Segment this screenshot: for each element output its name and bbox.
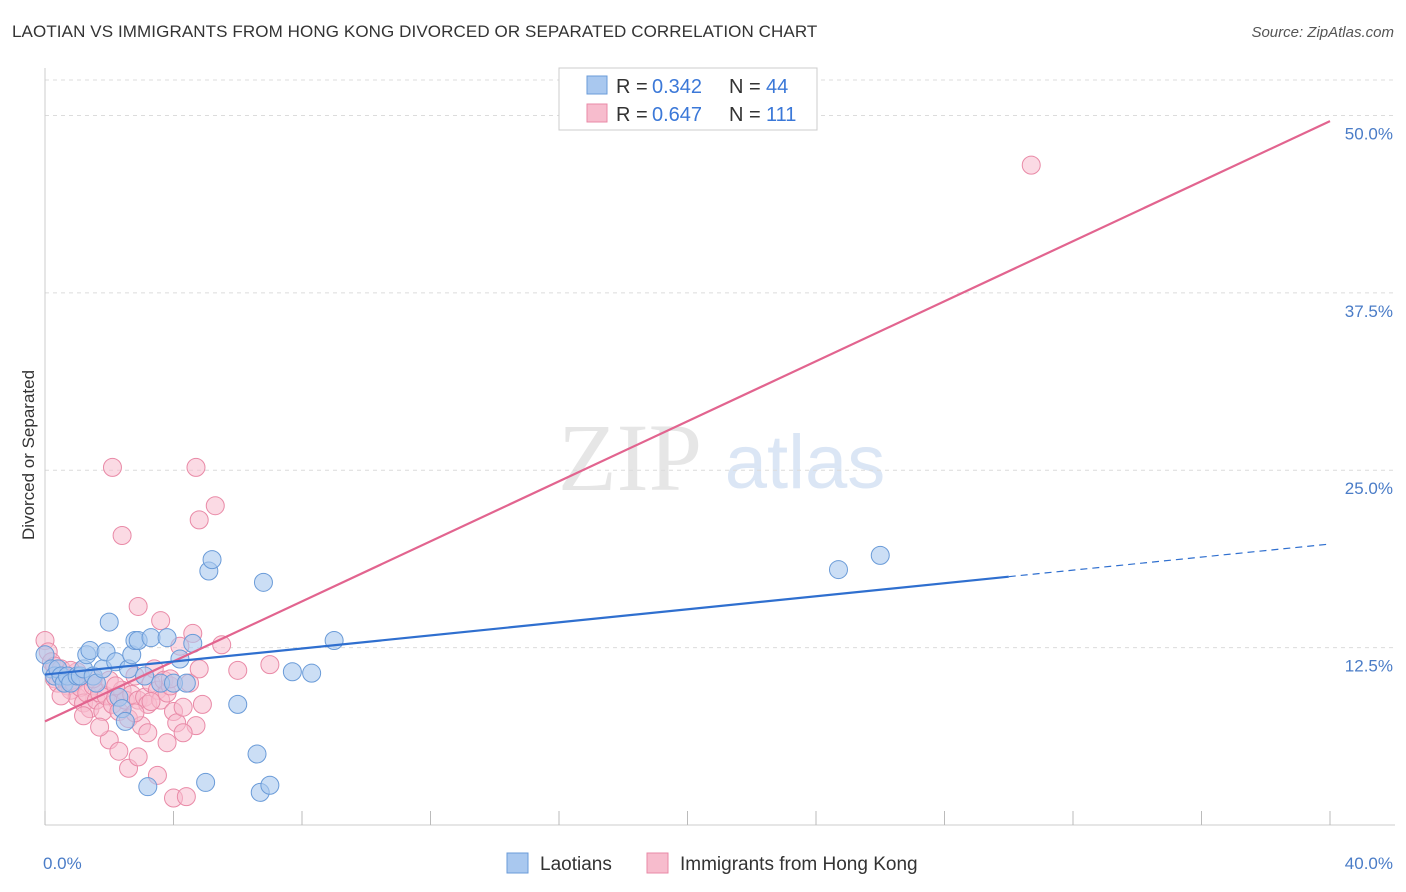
legend-r-label-2: R = [616, 104, 648, 126]
laotian-point-17 [99, 612, 119, 632]
hk-point-69 [260, 655, 280, 675]
y-tick-label-2: 37.5% [1345, 302, 1393, 321]
hk-point-45 [173, 697, 193, 717]
legend-r-value-2: 0.647 [652, 104, 702, 126]
laotian-regression-extension [1008, 543, 1331, 578]
laotian-point-21 [115, 711, 135, 731]
laotian-point-12 [80, 640, 100, 660]
hk-point-80 [1021, 155, 1041, 175]
legend-n-value-2: 111 [766, 104, 796, 126]
hk-point-59 [176, 787, 196, 807]
legend-r-value-1: 0.342 [652, 76, 702, 98]
legend-swatch-hk [586, 103, 608, 123]
hk-points [35, 155, 1041, 808]
hk-point-61 [112, 526, 132, 546]
hk-point-70 [74, 706, 94, 726]
x-tick-label-left: 0.0% [43, 854, 82, 873]
hk-point-54 [128, 747, 148, 767]
chart-source: Source: ZipAtlas.com [1251, 24, 1394, 41]
hk-point-57 [157, 733, 177, 753]
laotian-point-42 [260, 775, 280, 795]
laotian-point-46 [828, 560, 848, 580]
hk-point-55 [138, 723, 158, 743]
laotian-regression-line [44, 575, 1009, 676]
regression-lines [44, 120, 1331, 723]
legend-r-label-1: R = [616, 76, 648, 98]
hk-point-66 [205, 496, 225, 516]
bottom-legend-swatch-hk [646, 852, 669, 874]
hk-regression-line [44, 120, 1331, 723]
laotian-point-28 [141, 628, 161, 648]
legend-n-label-1: N = [729, 76, 761, 98]
watermark-atlas: atlas [725, 420, 886, 505]
laotian-point-47 [870, 545, 890, 565]
hk-point-79 [173, 723, 193, 743]
bottom-legend-swatch-laotians [506, 852, 529, 874]
laotian-point-27 [138, 777, 158, 797]
chart-title: LAOTIAN VS IMMIGRANTS FROM HONG KONG DIV… [12, 22, 818, 41]
x-tick-label-right: 40.0% [1345, 854, 1393, 873]
hk-point-64 [186, 457, 206, 477]
laotian-point-38 [228, 694, 248, 714]
legend-swatch-laotians [586, 75, 608, 95]
y-tick-label-3: 50.0% [1345, 124, 1393, 143]
hk-point-50 [192, 694, 212, 714]
watermark: ZIP atlas [558, 404, 885, 511]
tick-labels: 12.5% 25.0% 37.5% 50.0% 0.0% 40.0% [43, 124, 1393, 873]
hk-point-77 [141, 692, 161, 712]
legend-n-value-1: 44 [766, 76, 788, 98]
y-tick-label-1: 25.0% [1345, 479, 1393, 498]
bottom-legend: Laotians Immigrants from Hong Kong [506, 852, 918, 875]
laotian-point-35 [196, 772, 216, 792]
axes [44, 68, 1395, 826]
hk-point-52 [109, 741, 129, 761]
watermark-zip: ZIP [558, 404, 702, 511]
bottom-legend-hk: Immigrants from Hong Kong [680, 854, 918, 875]
bottom-legend-laotians: Laotians [540, 854, 612, 875]
hk-point-49 [189, 659, 209, 679]
legend-n-label-2: N = [729, 104, 761, 126]
laotian-point-33 [176, 673, 196, 693]
laotian-point-41 [253, 572, 273, 592]
hk-point-62 [128, 596, 148, 616]
hk-point-60 [102, 457, 122, 477]
laotian-point-37 [202, 550, 222, 570]
grid-lines [45, 79, 1395, 649]
laotian-point-43 [282, 662, 302, 682]
hk-point-63 [151, 611, 171, 631]
y-tick-label-0: 12.5% [1345, 657, 1393, 676]
laotian-point-30 [157, 628, 177, 648]
y-axis-label: Divorced or Separated [19, 370, 38, 540]
hk-point-65 [189, 510, 209, 530]
hk-point-71 [90, 717, 110, 737]
hk-point-68 [228, 660, 248, 680]
laotian-point-44 [302, 663, 322, 683]
laotian-point-39 [247, 744, 267, 764]
top-legend: R = 0.342 N = 44 R = 0.647 N = 111 [558, 67, 818, 131]
